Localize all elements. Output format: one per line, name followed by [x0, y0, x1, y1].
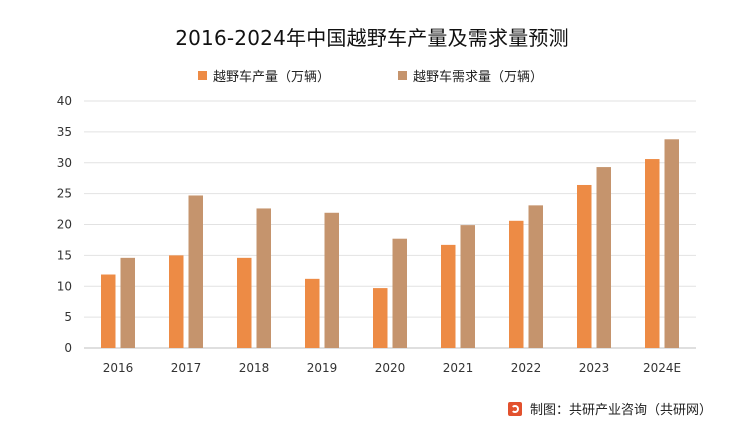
x-tick-label: 2023: [579, 361, 610, 375]
brand-logo-icon: [507, 401, 522, 416]
bar-production: [645, 159, 660, 348]
x-tick-label: 2019: [307, 361, 338, 375]
bar-production: [305, 278, 320, 348]
bar-demand: [460, 225, 475, 348]
x-tick-label: 2016: [103, 361, 134, 375]
source-text: 制图：共研产业咨询（共研网）: [529, 403, 712, 418]
legend-swatch-demand: [398, 70, 407, 80]
y-tick-label: 40: [57, 94, 72, 108]
legend-label-demand: 越野车需求量（万辆）: [413, 69, 544, 85]
source-credit: 制图：共研产业咨询（共研网）: [507, 399, 712, 418]
y-tick-label: 15: [57, 248, 72, 262]
x-tick-label: 2020: [375, 361, 406, 375]
legend-item-production: 越野车产量（万辆）: [198, 66, 331, 85]
bar-demand: [188, 195, 203, 348]
bar-production: [509, 220, 524, 348]
bar-production: [237, 257, 252, 348]
x-tick-label: 2017: [171, 361, 202, 375]
bar-production: [441, 244, 456, 348]
y-tick-label: 25: [57, 187, 72, 201]
y-tick-label: 35: [57, 125, 72, 139]
bar-demand: [324, 212, 339, 348]
legend-item-demand: 越野车需求量（万辆）: [398, 66, 544, 85]
chart-title: 2016-2024年中国越野车产量及需求量预测: [175, 26, 569, 50]
x-tick-label: 2022: [511, 361, 542, 375]
bar-production: [373, 288, 388, 348]
bar-demand: [664, 139, 679, 348]
y-tick-label: 30: [57, 156, 72, 170]
bar-production: [101, 274, 116, 348]
legend-swatch-production: [198, 70, 207, 80]
x-tick-label: 2024E: [643, 361, 681, 375]
bar-demand: [528, 205, 543, 348]
bar-production: [169, 255, 184, 348]
bar-demand: [120, 257, 135, 348]
bar-demand: [596, 167, 611, 348]
legend: 越野车产量（万辆） 越野车需求量（万辆）: [0, 66, 744, 85]
bar-production: [577, 184, 592, 348]
y-tick-label: 10: [57, 279, 72, 293]
x-tick-label: 2021: [443, 361, 474, 375]
y-tick-label: 5: [64, 310, 72, 324]
bar-demand: [392, 238, 407, 348]
y-tick-label: 0: [64, 341, 72, 355]
legend-label-production: 越野车产量（万辆）: [213, 69, 331, 85]
y-tick-label: 20: [57, 218, 72, 232]
bar-demand: [256, 208, 271, 348]
x-tick-label: 2018: [239, 361, 270, 375]
